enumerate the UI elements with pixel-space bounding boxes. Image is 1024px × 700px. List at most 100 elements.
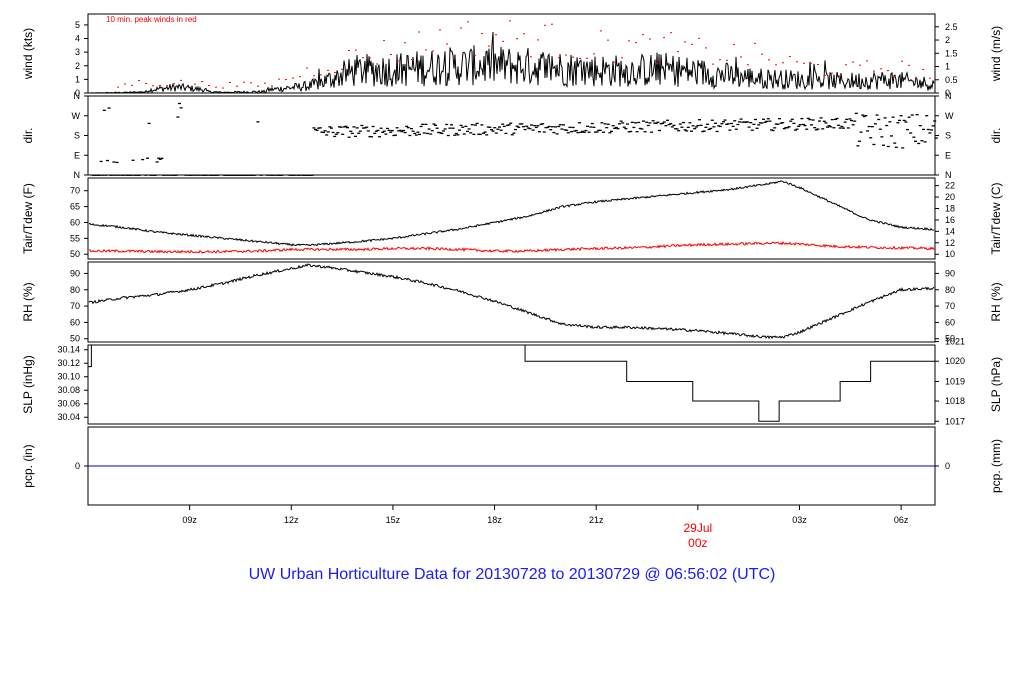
dir-point	[776, 123, 780, 125]
dir-point	[931, 125, 935, 127]
peak-point	[922, 68, 924, 70]
dir-point	[210, 174, 213, 176]
dir-point	[304, 174, 308, 176]
ytick-label-left-rh: 80	[70, 285, 80, 295]
dir-point	[494, 132, 498, 134]
dir-point	[390, 129, 394, 132]
peak-point	[740, 56, 742, 58]
peak-point	[348, 50, 350, 52]
dir-point	[387, 129, 391, 132]
peak-point	[733, 44, 735, 46]
dir-point	[158, 158, 162, 160]
dir-point	[914, 140, 917, 142]
dir-point	[864, 114, 868, 117]
dir-point	[520, 123, 524, 125]
xtick-label: 06z	[894, 515, 909, 525]
ytick-label-right-dir: W	[945, 111, 954, 121]
dir-point	[394, 134, 397, 136]
dir-point	[845, 118, 849, 121]
dir-point	[326, 131, 330, 133]
dir-point	[333, 135, 337, 138]
peak-point	[831, 72, 833, 74]
dir-point	[115, 161, 119, 164]
ytick-label-left-temp: 60	[70, 217, 80, 227]
dir-point	[178, 102, 181, 105]
peak-point	[768, 59, 770, 61]
dir-point	[706, 123, 709, 125]
dir-point	[363, 127, 367, 129]
peak-point	[817, 63, 819, 65]
dir-point	[819, 117, 823, 119]
dir-point	[906, 128, 909, 131]
dir-point	[438, 132, 442, 134]
dir-point	[920, 140, 924, 142]
peak-point	[908, 64, 910, 66]
dir-point	[648, 122, 652, 124]
series-slp-line	[88, 344, 935, 422]
dir-point	[515, 125, 519, 127]
peak-point	[397, 60, 399, 62]
dir-point	[875, 114, 879, 116]
ytick-label-left-slp: 30.06	[57, 399, 80, 409]
dir-point	[101, 174, 105, 176]
dir-point	[509, 122, 513, 124]
peak-point	[299, 76, 301, 78]
dir-point	[898, 119, 901, 122]
ytick-label-left-slp: 30.14	[57, 345, 80, 355]
dir-point	[422, 132, 426, 134]
dir-point	[214, 174, 218, 176]
dir-point	[325, 134, 329, 136]
dir-point	[571, 126, 575, 129]
peak-point	[208, 85, 210, 87]
dir-point	[779, 122, 783, 124]
dir-point	[672, 124, 676, 126]
dir-point	[832, 127, 836, 129]
dir-point	[155, 161, 159, 163]
dir-point	[882, 144, 885, 146]
ylabel-left-rh: RH (%)	[21, 282, 35, 321]
dir-point	[403, 131, 407, 134]
dir-point	[707, 128, 711, 131]
peak-point	[355, 49, 357, 51]
dir-point	[598, 129, 602, 131]
dir-point	[94, 174, 98, 176]
dir-point	[430, 130, 434, 132]
peak-point	[614, 61, 616, 63]
dir-point	[926, 128, 930, 131]
peak-point	[446, 43, 448, 45]
chart-title: UW Urban Horticulture Data for 20130728 …	[248, 566, 776, 583]
dir-point	[266, 174, 269, 176]
dir-point	[272, 174, 276, 176]
dir-point	[806, 117, 810, 120]
dir-point	[424, 123, 428, 126]
dir-point	[928, 132, 932, 134]
ylabel-right-temp: Tair/Tdew (C)	[989, 182, 1003, 254]
dir-point	[322, 131, 325, 133]
dir-point	[603, 123, 607, 125]
peak-point	[649, 38, 651, 40]
dir-point	[586, 125, 589, 127]
dir-point	[693, 127, 697, 130]
dir-point	[733, 120, 737, 122]
xtick-label: 03z	[792, 515, 807, 525]
dir-point	[395, 127, 399, 129]
dir-point	[842, 127, 845, 129]
peak-point	[334, 72, 336, 74]
dir-point	[539, 123, 543, 126]
dir-point	[621, 122, 625, 124]
dir-point	[392, 134, 396, 137]
dir-point	[899, 115, 903, 117]
day-label-date: 29Jul	[683, 521, 712, 535]
peak-point	[523, 33, 525, 35]
dir-point	[347, 136, 351, 138]
peak-point	[306, 67, 308, 69]
dir-point	[698, 119, 701, 121]
dir-point	[544, 126, 548, 129]
peak-point	[761, 53, 763, 55]
dir-point	[384, 133, 388, 135]
dir-point	[811, 119, 815, 121]
dir-point	[747, 126, 751, 128]
dir-point	[330, 127, 333, 129]
dir-point	[106, 159, 109, 162]
peak-point	[236, 85, 238, 87]
